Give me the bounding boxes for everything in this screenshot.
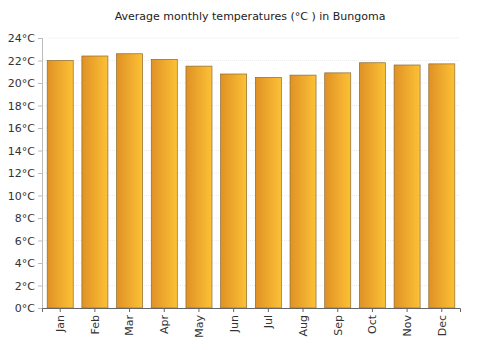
y-tick-mark bbox=[38, 151, 42, 152]
y-tick-label: 16°C bbox=[8, 122, 35, 135]
x-tick-label: Sep bbox=[332, 315, 345, 336]
x-tick: Aug bbox=[297, 308, 310, 336]
x-tick-label: Jun bbox=[228, 315, 241, 333]
y-tick-label: 18°C bbox=[8, 100, 35, 113]
bar bbox=[359, 63, 385, 308]
bar bbox=[255, 77, 281, 308]
title: Average monthly temperatures (°C ) in Bu… bbox=[115, 10, 386, 23]
bar bbox=[186, 66, 212, 308]
chart: Average monthly temperatures (°C ) in Bu… bbox=[0, 0, 500, 350]
x-tick-mark bbox=[233, 308, 234, 312]
x-tick-mark bbox=[372, 308, 373, 312]
x-tick-mark bbox=[60, 308, 61, 312]
y-tick-label: 22°C bbox=[8, 55, 35, 68]
y-tick-mark bbox=[38, 286, 42, 287]
x-tick-mark bbox=[129, 308, 130, 312]
y-tick: 12°C bbox=[8, 167, 42, 180]
x-tick-mark bbox=[337, 308, 338, 312]
x-tick-label: Oct bbox=[366, 314, 379, 334]
y-tick: 16°C bbox=[8, 122, 42, 135]
bar bbox=[325, 73, 351, 308]
y-tick: 2°C bbox=[15, 280, 42, 293]
y-tick-label: 0°C bbox=[15, 302, 35, 315]
x-tick-label: Jul bbox=[262, 315, 275, 329]
plot: 0°C 2°C 4°C 6°C 8°C 10°C 12°C 14°C 16°C 18°C 20°C 2… bbox=[8, 32, 461, 338]
y-tick: 4°C bbox=[15, 257, 42, 270]
x-tick-mark bbox=[94, 308, 95, 312]
x-tick: May bbox=[193, 308, 206, 338]
y-tick-mark bbox=[38, 196, 42, 197]
y-tick-mark bbox=[38, 128, 42, 129]
y-tick: 24°C bbox=[8, 32, 42, 45]
y-tick: 8°C bbox=[15, 212, 42, 225]
bar bbox=[47, 61, 73, 309]
x-tick-label: Nov bbox=[401, 315, 414, 337]
y-tick: 0°C bbox=[15, 302, 42, 315]
x-tick: Jun bbox=[228, 308, 241, 333]
x-axis: Jan Feb Mar Apr May Jun Jul Aug Sep Oct Nov Dec bbox=[43, 308, 461, 338]
bar bbox=[117, 54, 143, 308]
x-tick: Jan bbox=[54, 308, 67, 333]
x-tick-label: Mar bbox=[123, 315, 136, 336]
x-tick-mark bbox=[407, 308, 408, 312]
x-tick-label: May bbox=[193, 315, 206, 338]
x-tick: Sep bbox=[332, 308, 345, 336]
y-tick: 6°C bbox=[15, 235, 42, 248]
bar bbox=[151, 59, 177, 308]
x-tick-mark bbox=[303, 308, 304, 312]
x-tick-label: Apr bbox=[158, 315, 171, 335]
y-tick-mark bbox=[38, 173, 42, 174]
y-tick-label: 2°C bbox=[15, 280, 35, 293]
y-tick: 10°C bbox=[8, 190, 42, 203]
bar bbox=[82, 56, 108, 308]
x-tick: Apr bbox=[158, 308, 171, 334]
x-tick-mark bbox=[268, 308, 269, 312]
x-tick: Oct bbox=[366, 308, 379, 334]
bar bbox=[290, 75, 316, 308]
y-axis-line bbox=[38, 39, 43, 309]
x-tick-mark bbox=[164, 308, 165, 312]
x-axis-line bbox=[43, 309, 461, 313]
x-tick: Jul bbox=[262, 308, 275, 329]
y-tick: 22°C bbox=[8, 55, 42, 68]
x-tick: Feb bbox=[89, 308, 102, 334]
bars bbox=[47, 54, 455, 308]
x-tick-label: Aug bbox=[297, 315, 310, 336]
y-tick-label: 10°C bbox=[8, 190, 35, 203]
x-tick-label: Jan bbox=[54, 315, 67, 333]
bar bbox=[394, 65, 420, 308]
y-tick-mark bbox=[38, 241, 42, 242]
x-tick-label: Dec bbox=[436, 315, 449, 336]
y-tick-mark bbox=[38, 61, 42, 62]
x-tick-label: Feb bbox=[89, 315, 102, 334]
y-tick-mark bbox=[38, 38, 42, 39]
x-tick-mark bbox=[441, 308, 442, 312]
y-tick: 18°C bbox=[8, 100, 42, 113]
y-tick-label: 14°C bbox=[8, 145, 35, 158]
y-tick: 14°C bbox=[8, 145, 42, 158]
y-tick: 20°C bbox=[8, 77, 42, 90]
x-tick: Mar bbox=[123, 308, 136, 336]
y-tick-mark bbox=[38, 308, 42, 309]
y-tick-mark bbox=[38, 83, 42, 84]
grid-line bbox=[42, 38, 460, 39]
y-tick-label: 20°C bbox=[8, 77, 35, 90]
y-tick-mark bbox=[38, 218, 42, 219]
y-tick-label: 12°C bbox=[8, 167, 35, 180]
y-tick-mark bbox=[38, 263, 42, 264]
bar bbox=[221, 74, 247, 308]
bar bbox=[429, 64, 455, 308]
y-tick-mark bbox=[38, 106, 42, 107]
x-tick: Dec bbox=[436, 308, 449, 336]
x-tick: Nov bbox=[401, 308, 414, 336]
y-tick-label: 24°C bbox=[8, 32, 35, 45]
grid bbox=[42, 38, 460, 308]
x-tick-mark bbox=[198, 308, 199, 312]
y-axis: 0°C 2°C 4°C 6°C 8°C 10°C 12°C 14°C 16°C 18°C 20°C 2… bbox=[8, 32, 43, 315]
y-tick-label: 8°C bbox=[15, 212, 35, 225]
y-tick-label: 4°C bbox=[15, 257, 35, 270]
y-tick-label: 6°C bbox=[15, 235, 35, 248]
